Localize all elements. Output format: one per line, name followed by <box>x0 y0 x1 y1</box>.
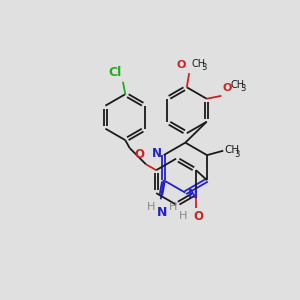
Text: 3: 3 <box>235 150 240 159</box>
Text: H: H <box>147 202 155 212</box>
Text: 3: 3 <box>240 85 245 94</box>
Text: Cl: Cl <box>108 67 122 80</box>
Text: O: O <box>223 83 232 93</box>
Text: O: O <box>176 60 186 70</box>
Text: CH: CH <box>225 145 240 155</box>
Text: H: H <box>179 211 187 221</box>
Text: 3: 3 <box>201 63 207 72</box>
Text: N: N <box>157 206 167 219</box>
Text: O: O <box>135 148 145 161</box>
Text: CH: CH <box>230 80 244 90</box>
Text: O: O <box>193 210 203 223</box>
Text: CH: CH <box>191 59 206 69</box>
Text: N: N <box>152 147 162 160</box>
Text: N: N <box>188 188 197 201</box>
Text: H: H <box>169 202 177 212</box>
